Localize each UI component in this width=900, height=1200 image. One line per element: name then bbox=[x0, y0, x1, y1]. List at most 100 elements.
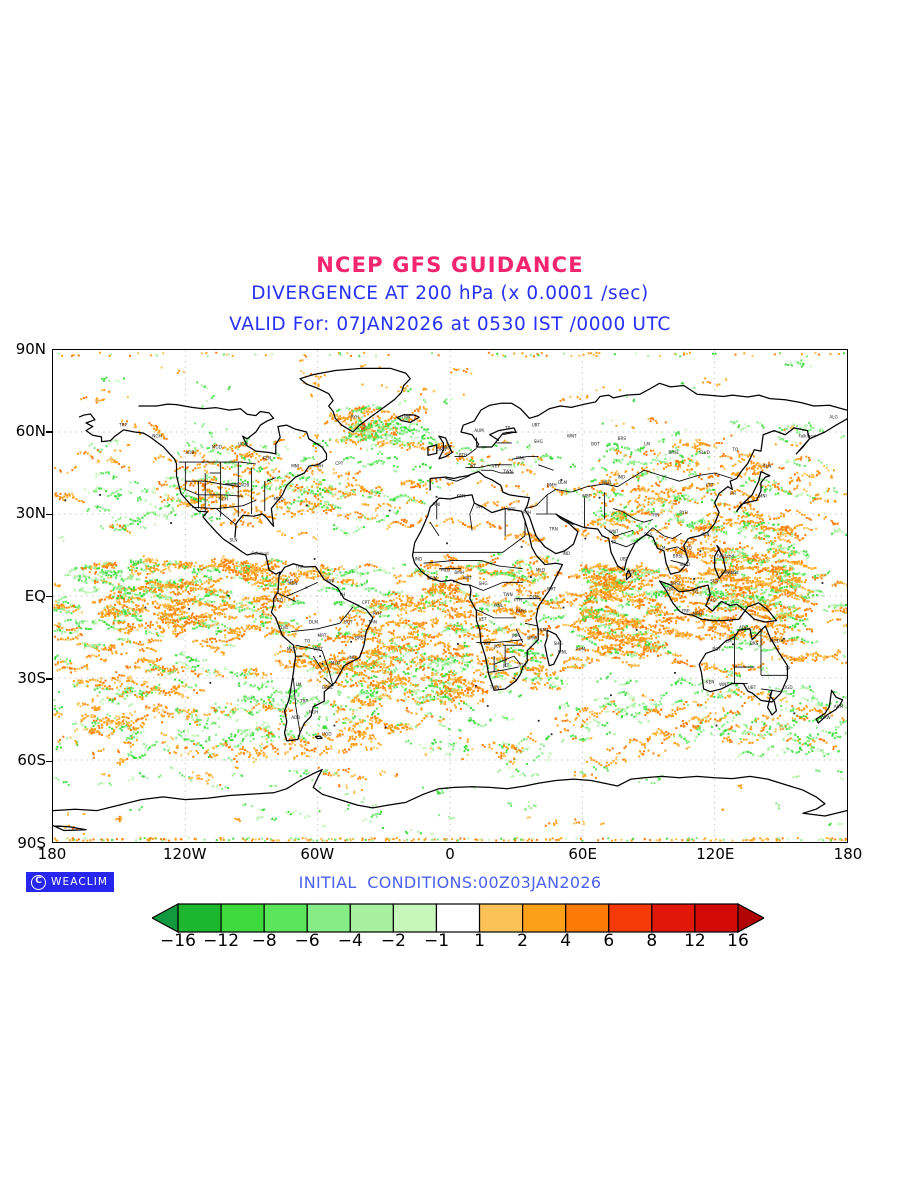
map-station-label: SHG bbox=[534, 439, 543, 444]
map-station-label: VET bbox=[483, 641, 491, 646]
colorbar-tick: 16 bbox=[727, 931, 749, 951]
map-station-label: TWN bbox=[489, 685, 500, 690]
lon-tick-label: 120E bbox=[696, 845, 735, 863]
map-station-label: TRP bbox=[295, 565, 304, 570]
map-station-label: TRN bbox=[548, 526, 558, 531]
map-station-label: DLM bbox=[428, 576, 438, 581]
colorbar-tick: 6 bbox=[603, 931, 615, 951]
colorbar-tick: 1 bbox=[474, 931, 485, 951]
map-station-label: JNM bbox=[511, 633, 520, 638]
map-station-label: VET bbox=[492, 464, 500, 469]
map-station-label: WNT bbox=[313, 647, 323, 652]
divergence-field-layer bbox=[53, 351, 847, 842]
map-station-label: LM bbox=[660, 545, 666, 550]
map-station-label: JNM bbox=[537, 628, 546, 633]
map-station-label: Falkland bbox=[252, 551, 270, 556]
map-station-label: DLM bbox=[558, 480, 568, 485]
map-station-label: SLN bbox=[710, 578, 718, 583]
map-station-label: IND bbox=[618, 474, 626, 479]
map-station-label: JNM bbox=[442, 444, 451, 449]
lon-tick-label: 60E bbox=[568, 845, 597, 863]
colorbar[interactable] bbox=[152, 903, 764, 933]
colorbar-tick: 2 bbox=[517, 931, 528, 951]
figure-subtitle-valid-time: VALID For: 07JAN2026 at 0530 IST /0000 U… bbox=[229, 314, 671, 335]
map-station-label: TRN bbox=[650, 513, 660, 518]
map-station-label: ADB bbox=[291, 715, 300, 720]
colorbar-tick: −8 bbox=[251, 931, 277, 951]
map-station-label: PTH bbox=[459, 453, 467, 458]
map-station-label: MNI bbox=[759, 494, 767, 499]
map-station-label: MGD bbox=[274, 496, 284, 501]
lat-tick-label: EQ bbox=[24, 586, 46, 605]
copyright-icon: C bbox=[31, 874, 46, 890]
map-station-label: SLN bbox=[763, 464, 771, 469]
map-station-label: BOT bbox=[712, 647, 721, 652]
map-station-label: SHG bbox=[479, 581, 488, 586]
colorbar-tick: 8 bbox=[646, 931, 658, 951]
map-station-label: DLM bbox=[529, 595, 539, 600]
map-station-label: MNL bbox=[516, 455, 526, 460]
map-station-label: NGH bbox=[218, 496, 228, 501]
map-station-label: MGD bbox=[770, 639, 780, 644]
initial-conditions-caption: INITIAL CONDITIONS:00Z03JAN2026 bbox=[298, 873, 602, 892]
map-station-label: MNL bbox=[494, 603, 504, 608]
map-station-label: WNT bbox=[609, 529, 619, 534]
map-station-label: MLD bbox=[602, 480, 611, 485]
map-station-label: PH bbox=[318, 464, 324, 469]
map-station-label: BRS bbox=[750, 641, 759, 646]
colorbar-tick-labels: −16 −12 −8 −6 −4 −2 −1 1 2 4 6 8 12 16 bbox=[0, 931, 900, 957]
map-station-label: IND bbox=[563, 551, 571, 556]
map-station-label: CPT bbox=[706, 483, 714, 488]
map-station-label: Falkland bbox=[721, 570, 739, 575]
map-station-label: UGD bbox=[238, 442, 248, 447]
lat-tick-mark bbox=[46, 678, 52, 680]
map-station-label: TP bbox=[504, 425, 511, 430]
map-station-label: TP bbox=[610, 540, 617, 545]
lon-tick-label: 0 bbox=[445, 845, 455, 863]
logo-label: WEACLIM bbox=[51, 876, 109, 888]
map-station-label: Falkland bbox=[799, 433, 817, 438]
lat-tick-label: 30S bbox=[17, 668, 46, 687]
map-station-label: ADB bbox=[185, 450, 194, 455]
lon-tick-label: 180 bbox=[37, 845, 67, 863]
map-station-label: BMH bbox=[516, 608, 526, 613]
map-station-label: BRS bbox=[355, 636, 364, 641]
map-station-label: BRSL bbox=[322, 685, 333, 690]
map-station-label: CPT bbox=[362, 600, 370, 605]
map-station-label: MGD bbox=[212, 444, 222, 449]
map-station-label: AUM bbox=[474, 428, 484, 433]
map-station-label: UGD bbox=[783, 685, 793, 690]
map-station-label: SLVD bbox=[679, 562, 690, 567]
map-station-label: SLVD bbox=[699, 450, 710, 455]
map-station-label: UBT bbox=[620, 556, 629, 561]
map-station-label: ALG bbox=[708, 597, 716, 602]
map-station-label: TWN bbox=[502, 469, 513, 474]
map-station-label: DRW bbox=[437, 447, 447, 452]
lon-tick-label: 60W bbox=[300, 845, 335, 863]
map-station-label: UGD bbox=[322, 731, 332, 736]
map-station-label: TRP bbox=[299, 699, 308, 704]
map-station-label: SLN bbox=[229, 537, 237, 542]
map-station-label: DRW bbox=[821, 715, 831, 720]
map-station-label: SLVD bbox=[664, 587, 675, 592]
map-station-label: KEN bbox=[289, 581, 298, 586]
colorbar-tick: −1 bbox=[423, 931, 450, 951]
map-station-label: MNI bbox=[291, 464, 299, 469]
map-station-label: RYH bbox=[373, 611, 381, 616]
map-station-label: ADB bbox=[739, 625, 748, 630]
map-station-label: NGH bbox=[152, 433, 162, 438]
lat-tick-label: 30N bbox=[15, 504, 46, 523]
map-station-label: TRN bbox=[401, 414, 411, 419]
map-station-label: ALG bbox=[728, 570, 736, 575]
map-station-label: CPT bbox=[507, 507, 515, 512]
map-station-label: JKT bbox=[502, 663, 510, 668]
map-station-label: MNI bbox=[432, 502, 440, 507]
map-station-label: MLD bbox=[441, 567, 450, 572]
weaclim-logo: C WEACLIM bbox=[26, 872, 114, 892]
map-station-label: SHG bbox=[554, 641, 563, 646]
colorbar-tick: −16 bbox=[160, 931, 196, 951]
map-station-label: TP bbox=[784, 666, 791, 671]
map-plot-area[interactable]: WNT BOT BRS LM BRSL SLVD TO SLN Falkland ALG TRP NG… bbox=[52, 349, 848, 843]
map-station-label: WNT bbox=[719, 682, 729, 687]
